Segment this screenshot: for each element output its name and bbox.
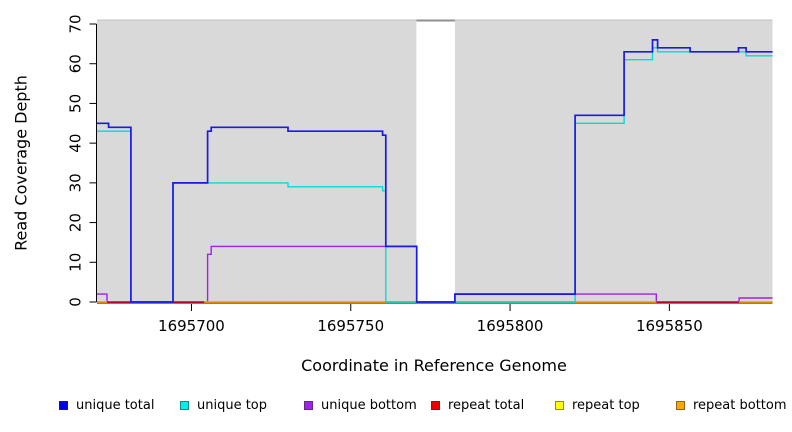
legend-label: unique bottom [321, 398, 417, 413]
legend-swatch-icon [59, 401, 68, 410]
legend-swatch-icon [555, 401, 564, 410]
legend-item-unique-total: unique total [59, 399, 154, 412]
uncovered-region-cap [416, 19, 455, 22]
legend-label: unique total [76, 398, 155, 413]
legend-swatch-icon [431, 401, 440, 410]
legend-label: unique top [197, 398, 268, 413]
legend-item-repeat-bottom: repeat bottom [676, 399, 787, 412]
y-tick-label: 20 [67, 213, 85, 232]
x-tick-label: 1695850 [636, 317, 703, 335]
legend-label: repeat bottom [693, 398, 787, 413]
legend-label: repeat total [448, 398, 525, 413]
x-tick-label: 1695750 [317, 317, 384, 335]
legend-swatch-icon [676, 401, 685, 410]
coverage-chart: 0 10 20 30 40 50 60 70 1695700 1695750 1695800 1695… [67, 14, 773, 335]
x-tick-label: 1695800 [477, 317, 544, 335]
legend-item-repeat-top: repeat top [555, 399, 640, 412]
y-axis-label: Read Coverage Depth [11, 75, 31, 251]
legend: unique total unique top unique bottom repea… [0, 399, 792, 415]
uncovered-region [416, 19, 455, 304]
y-tick-label: 30 [67, 173, 85, 192]
series-line-unique_total [97, 39, 773, 303]
y-tick-label: 0 [67, 297, 85, 307]
legend-item-unique-bottom: unique bottom [304, 399, 417, 412]
legend-swatch-icon [180, 401, 189, 410]
legend-label: repeat top [572, 398, 640, 413]
x-tick-label: 1695700 [158, 317, 225, 335]
y-tick-label: 60 [67, 54, 85, 73]
x-axis-label: Coordinate in Reference Genome [301, 356, 567, 375]
y-tick-label: 10 [67, 253, 85, 272]
y-tick-label: 70 [67, 14, 85, 33]
legend-item-unique-top: unique top [180, 399, 267, 412]
y-tick-label: 40 [67, 134, 85, 153]
legend-item-repeat-total: repeat total [431, 399, 524, 412]
legend-swatch-icon [304, 401, 313, 410]
y-tick-label: 50 [67, 94, 85, 113]
